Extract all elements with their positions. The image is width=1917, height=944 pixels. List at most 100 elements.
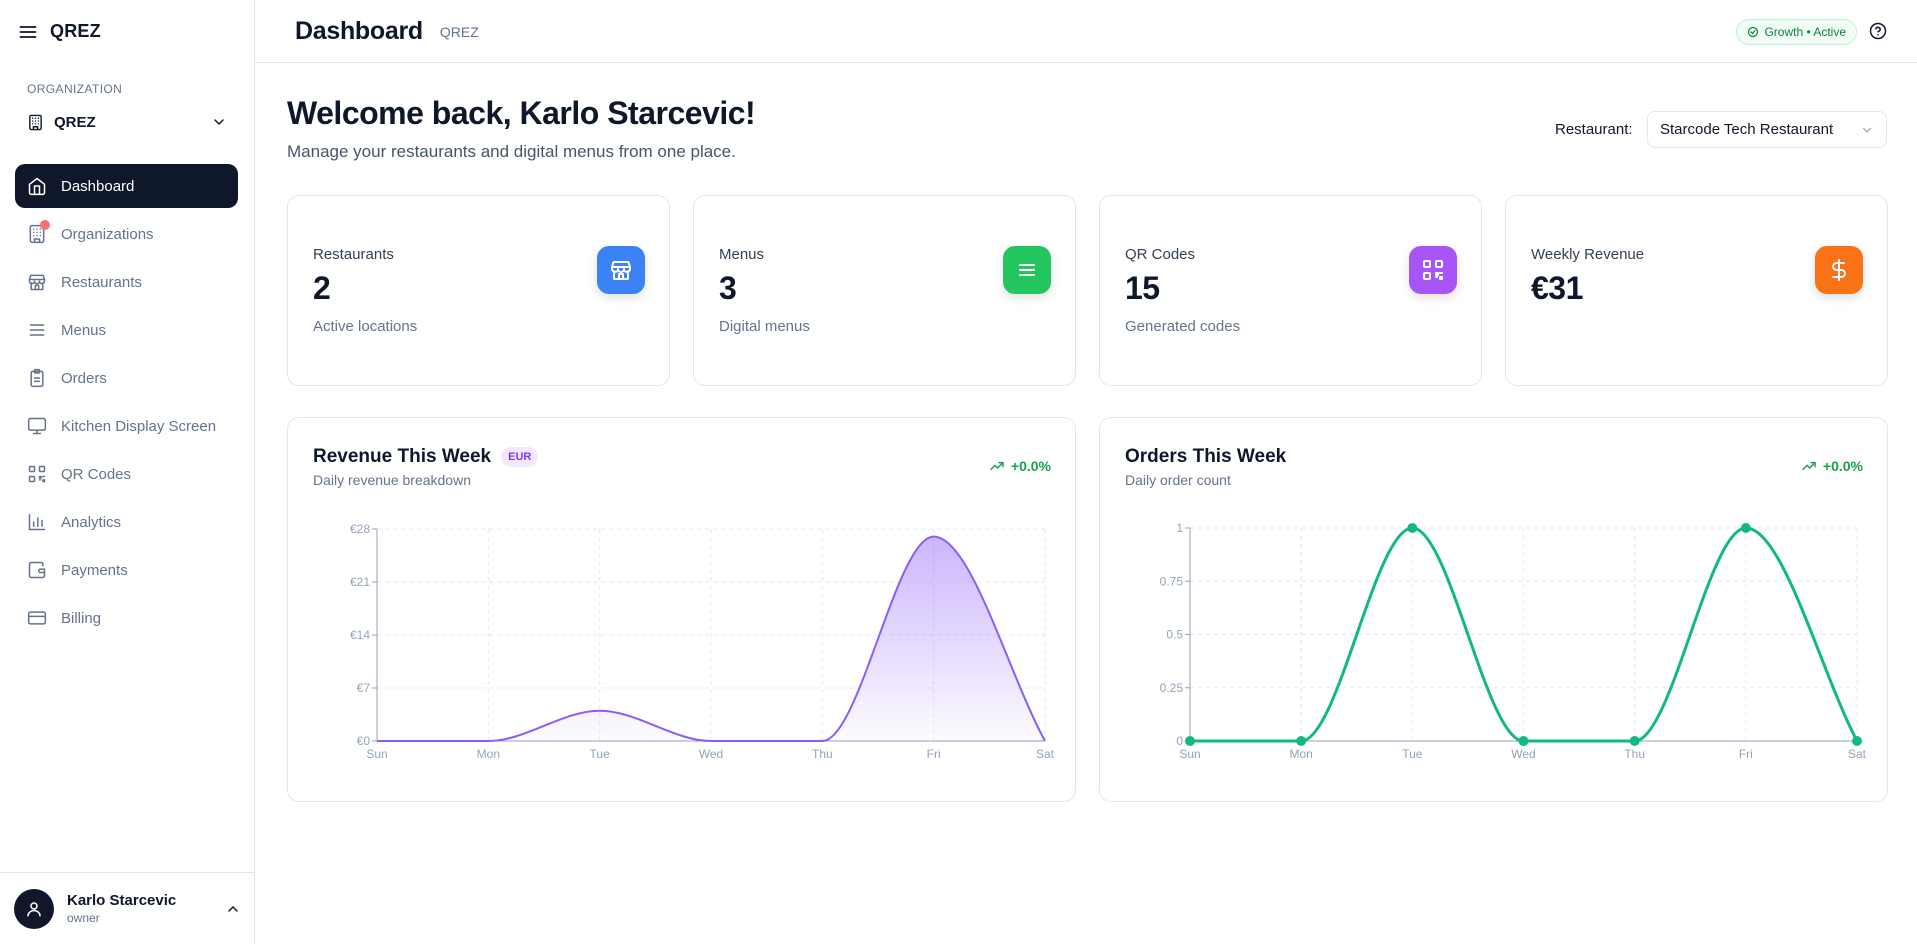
sidebar-item-analytics[interactable]: Analytics (15, 500, 238, 544)
sidebar-item-label: Restaurants (61, 273, 142, 291)
avatar (14, 888, 54, 929)
y-tick-label: €7 (357, 681, 371, 695)
chevron-up-icon (228, 905, 238, 912)
sidebar-item-billing[interactable]: Billing (15, 596, 238, 640)
sidebar-item-label: Kitchen Display Screen (61, 417, 217, 435)
sidebar-nav: Dashboard Organizations Restaurants Menu… (15, 164, 238, 644)
stat-icon-badge (1409, 246, 1457, 294)
x-tick-label: Sat (1848, 747, 1867, 761)
welcome-heading: Welcome back, Karlo Starcevic! (287, 95, 756, 131)
trend-value: +0.0% (1822, 458, 1863, 474)
user-menu[interactable]: Karlo Starcevic owner (0, 872, 255, 944)
chart-title: Revenue This Week EUR (313, 446, 539, 468)
user-role: owner (67, 911, 100, 925)
y-tick-label: 0 (1176, 734, 1183, 748)
sidebar-item-label: Dashboard (61, 177, 135, 195)
sidebar-item-restaurants[interactable]: Restaurants (15, 260, 238, 304)
org-label: ORGANIZATION (27, 82, 123, 96)
sidebar-item-dashboard[interactable]: Dashboard (15, 164, 238, 208)
page-subtitle: QREZ (439, 24, 479, 40)
notification-dot (40, 220, 50, 230)
data-point (1518, 736, 1529, 746)
stat-desc: Digital menus (719, 318, 810, 335)
stat-label: Restaurants (313, 246, 394, 263)
stat-card-menus: Menus 3 Digital menus (693, 195, 1076, 386)
sidebar-item-label: QR Codes (61, 465, 132, 483)
sidebar-item-orders[interactable]: Orders (15, 356, 238, 400)
chart-title-text: Orders This Week (1125, 446, 1287, 467)
trend-indicator: +0.0% (989, 458, 1051, 474)
stat-icon-badge (597, 246, 645, 294)
data-point (1852, 736, 1862, 746)
welcome-subtext: Manage your restaurants and digital menu… (287, 142, 736, 161)
chevron-down-icon (214, 119, 224, 126)
data-point (1629, 736, 1640, 746)
stat-icon-badge (1815, 246, 1863, 294)
menu-lines-icon (29, 324, 45, 336)
restaurant-select-value: Starcode Tech Restaurant (1660, 121, 1834, 138)
x-tick-label: Fri (1739, 747, 1753, 761)
chart-subtitle: Daily revenue breakdown (313, 472, 471, 488)
x-tick-label: Wed (1511, 747, 1535, 761)
plan-status-text: Growth • Active (1764, 25, 1846, 39)
credit-card-icon (27, 611, 47, 625)
stat-value: €31 (1531, 270, 1583, 306)
trend-indicator: +0.0% (1801, 458, 1863, 474)
restaurant-select[interactable]: Starcode Tech Restaurant (1647, 111, 1887, 148)
y-tick-label: 1 (1176, 521, 1183, 535)
y-tick-label: 0.25 (1160, 681, 1184, 695)
y-tick-label: €14 (350, 628, 370, 642)
monitor-icon (27, 417, 47, 435)
user-meta: Karlo Starcevic owner (67, 892, 212, 925)
y-tick-label: 0.75 (1160, 574, 1184, 588)
stat-card-restaurants: Restaurants 2 Active locations (287, 195, 670, 386)
hamburger-menu-icon[interactable] (18, 22, 38, 42)
qr-code-icon (28, 465, 46, 483)
x-tick-label: Thu (1624, 747, 1645, 761)
qr-code-icon (1423, 260, 1443, 280)
series-line (377, 535, 1046, 742)
x-tick-label: Thu (812, 747, 833, 761)
sidebar-item-kitchen-display[interactable]: Kitchen Display Screen (15, 404, 238, 448)
x-tick-label: Sun (366, 747, 387, 761)
building-icon (29, 114, 42, 130)
x-tick-label: Sat (1036, 747, 1055, 761)
orders-chart-card: Orders This Week Daily order count +0.0%… (1099, 417, 1888, 802)
store-icon (611, 261, 631, 280)
user-name: Karlo Starcevic (67, 892, 177, 909)
x-tick-label: Fri (927, 747, 941, 761)
stat-card-qr-codes: QR Codes 15 Generated codes (1099, 195, 1482, 386)
orders-chart: 0 0.25 0.5 0.75 1 Sun Mon Tue Wed Thu Fri Sat (1160, 521, 1867, 761)
user-icon (27, 901, 41, 916)
wallet-icon (28, 561, 46, 579)
sidebar-item-menus[interactable]: Menus (15, 308, 238, 352)
series-area (377, 536, 1045, 741)
restaurant-label: Restaurant: (1555, 121, 1633, 138)
sidebar-item-organizations[interactable]: Organizations (15, 212, 238, 256)
org-selector[interactable]: QREZ (27, 110, 227, 134)
top-header: Dashboard QREZ Growth • Active (255, 0, 1917, 63)
data-point (1185, 736, 1195, 746)
sidebar-item-qr-codes[interactable]: QR Codes (15, 452, 238, 496)
sidebar-header: QREZ (0, 0, 254, 63)
y-tick-label: €28 (350, 522, 370, 536)
help-icon[interactable] (1869, 22, 1887, 40)
revenue-chart-card: Revenue This Week EUR Daily revenue brea… (287, 417, 1076, 802)
x-tick-label: Sun (1179, 747, 1200, 761)
plan-status-badge[interactable]: Growth • Active (1736, 19, 1857, 45)
sidebar-item-label: Billing (61, 609, 102, 627)
trend-value: +0.0% (1010, 458, 1051, 474)
clipboard-icon (30, 368, 44, 388)
sidebar: QREZ ORGANIZATION QREZ Dashboard Organiz… (0, 0, 255, 944)
stat-label: QR Codes (1125, 246, 1196, 263)
data-point (1296, 736, 1307, 746)
chart-subtitle: Daily order count (1125, 472, 1231, 488)
stat-card-weekly-revenue: Weekly Revenue €31 (1505, 195, 1888, 386)
stat-value: 3 (719, 270, 737, 306)
sidebar-item-payments[interactable]: Payments (15, 548, 238, 592)
sidebar-item-label: Orders (61, 369, 107, 387)
y-tick-label: €21 (350, 575, 370, 589)
y-tick-label: 0.5 (1166, 628, 1183, 642)
sidebar-item-label: Analytics (61, 513, 122, 531)
stat-icon-badge (1003, 246, 1051, 294)
